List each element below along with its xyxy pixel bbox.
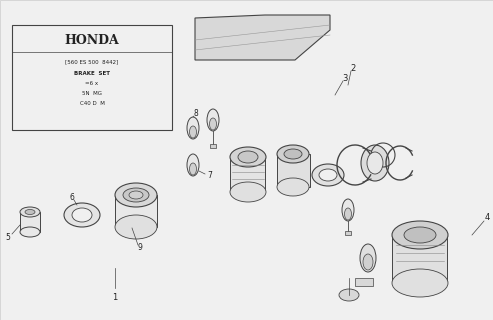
Ellipse shape: [360, 244, 376, 272]
Ellipse shape: [230, 182, 266, 202]
Polygon shape: [175, 55, 420, 225]
Ellipse shape: [187, 154, 199, 176]
Ellipse shape: [339, 289, 359, 301]
Bar: [12, 25, 172, 130]
Bar: [277, 154, 310, 187]
Ellipse shape: [312, 164, 344, 186]
Text: 9: 9: [138, 244, 142, 252]
Ellipse shape: [363, 254, 373, 270]
Ellipse shape: [20, 227, 40, 237]
Ellipse shape: [277, 145, 309, 163]
Ellipse shape: [189, 126, 197, 138]
Ellipse shape: [123, 188, 149, 202]
Text: BRAKE  SET: BRAKE SET: [74, 70, 110, 76]
Ellipse shape: [115, 215, 157, 239]
Bar: [392, 235, 447, 283]
Text: C40 D  M: C40 D M: [79, 100, 105, 106]
Ellipse shape: [345, 208, 352, 220]
Ellipse shape: [189, 163, 197, 175]
Ellipse shape: [187, 117, 199, 139]
Text: 1: 1: [112, 292, 118, 301]
Ellipse shape: [72, 208, 92, 222]
Text: 2: 2: [351, 63, 355, 73]
Text: 4: 4: [485, 213, 490, 222]
Ellipse shape: [207, 109, 219, 131]
Ellipse shape: [25, 210, 35, 214]
Ellipse shape: [404, 227, 436, 243]
Bar: [20, 212, 40, 232]
Text: HONDA: HONDA: [65, 34, 119, 46]
Text: 5: 5: [5, 233, 10, 242]
Text: 5N  MG: 5N MG: [82, 91, 102, 95]
Text: =6 x: =6 x: [85, 81, 99, 85]
Text: 6: 6: [70, 194, 74, 203]
Ellipse shape: [115, 183, 157, 207]
Bar: [345, 231, 351, 235]
Ellipse shape: [392, 221, 448, 249]
Ellipse shape: [129, 191, 143, 199]
Ellipse shape: [319, 169, 337, 181]
Ellipse shape: [342, 199, 354, 221]
Text: 3: 3: [342, 74, 348, 83]
Ellipse shape: [367, 152, 383, 174]
Ellipse shape: [392, 269, 448, 297]
Ellipse shape: [230, 147, 266, 167]
Text: 7: 7: [208, 171, 212, 180]
Ellipse shape: [238, 151, 258, 163]
Bar: [115, 195, 157, 227]
Text: 8: 8: [194, 108, 198, 117]
Polygon shape: [4, 18, 235, 290]
Bar: [355, 278, 373, 286]
Polygon shape: [195, 15, 330, 60]
Text: [560 ES 500  8442]: [560 ES 500 8442]: [66, 60, 119, 65]
Ellipse shape: [361, 145, 389, 181]
Bar: [210, 144, 216, 148]
Ellipse shape: [210, 118, 216, 130]
Bar: [230, 157, 265, 192]
Ellipse shape: [20, 207, 40, 217]
Ellipse shape: [64, 203, 100, 227]
Ellipse shape: [284, 149, 302, 159]
Polygon shape: [320, 195, 490, 315]
Ellipse shape: [277, 178, 309, 196]
